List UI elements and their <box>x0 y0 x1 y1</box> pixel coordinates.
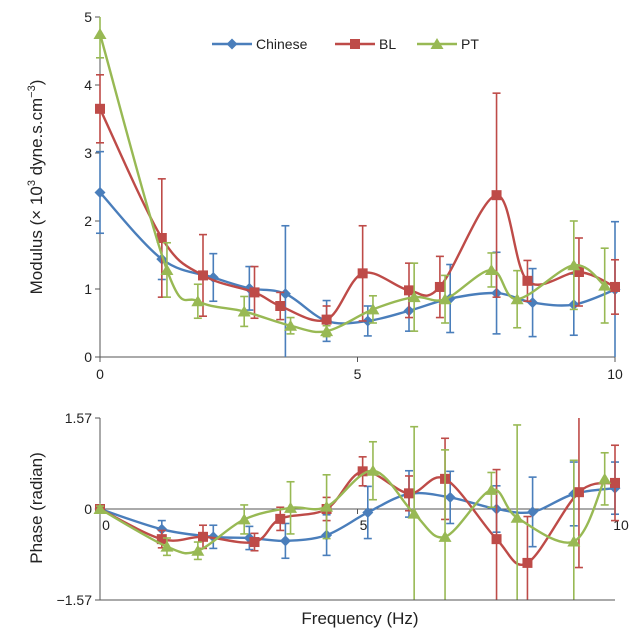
data-point <box>279 288 291 300</box>
data-point <box>366 303 380 315</box>
series-pt <box>93 424 612 600</box>
data-point <box>444 491 456 503</box>
data-point <box>404 488 414 499</box>
data-point <box>156 233 167 243</box>
data-point <box>249 287 260 298</box>
data-point <box>275 301 286 311</box>
data-point <box>366 464 380 476</box>
data-point <box>284 501 298 513</box>
data-point <box>522 275 533 286</box>
data-point <box>598 279 612 291</box>
data-point <box>362 506 374 518</box>
y-tick-label: −1.57 <box>57 592 93 608</box>
series-bl <box>95 74 620 335</box>
legend-marker <box>430 38 444 49</box>
series-line <box>99 486 616 543</box>
data-point <box>160 263 174 275</box>
data-point <box>191 295 205 307</box>
x-tick-label: 5 <box>360 517 368 533</box>
data-point <box>610 281 620 292</box>
data-point <box>510 293 524 305</box>
data-point <box>484 263 498 275</box>
data-point <box>357 268 368 279</box>
data-point <box>527 506 539 518</box>
data-point <box>284 319 298 331</box>
data-point <box>407 507 421 519</box>
modulus-y-axis-label: Modulus (× 103 dyne.s.cm−3) <box>26 80 46 295</box>
y-tick-label: 5 <box>84 9 92 25</box>
data-point <box>573 487 584 498</box>
legend-label: BL <box>379 36 396 52</box>
data-point <box>510 511 524 523</box>
data-point <box>321 314 332 325</box>
legend-item-chinese: Chinese <box>212 36 308 52</box>
data-point <box>237 305 251 317</box>
data-point <box>598 472 612 484</box>
y-tick-label: 0 <box>84 349 92 365</box>
data-point <box>491 190 502 201</box>
data-point <box>320 325 334 337</box>
data-point <box>198 531 208 542</box>
data-point <box>198 270 208 281</box>
legend-item-bl: BL <box>335 36 396 52</box>
data-point <box>522 557 533 568</box>
y-tick-label: 1.57 <box>65 410 92 426</box>
legend-label: Chinese <box>256 36 308 52</box>
data-point <box>94 186 106 198</box>
legend-item-pt: PT <box>417 36 479 52</box>
data-point <box>610 477 620 488</box>
data-point <box>404 285 414 296</box>
data-point <box>160 540 174 552</box>
data-point <box>93 503 107 514</box>
data-point <box>527 297 539 309</box>
data-point <box>491 534 502 545</box>
data-point <box>279 535 291 547</box>
x-tick-label: 10 <box>607 366 623 382</box>
data-point <box>357 466 368 477</box>
data-point <box>237 513 251 525</box>
x-tick-label: 5 <box>354 366 362 382</box>
y-tick-label: 1 <box>84 281 92 297</box>
data-point <box>567 259 581 271</box>
data-point <box>191 544 205 556</box>
phase-panel: 1.570−1.570 5 10 <box>57 410 629 608</box>
data-point <box>93 28 107 39</box>
legend-label: PT <box>461 36 479 52</box>
data-point <box>95 103 105 114</box>
data-point <box>438 530 452 542</box>
data-point <box>567 535 581 547</box>
y-tick-label: 0 <box>84 501 92 517</box>
x-tick-label: 0 <box>102 517 110 533</box>
data-point <box>275 513 286 524</box>
phase-y-axis-label: Phase (radian) <box>27 452 46 564</box>
series-line <box>98 33 606 334</box>
data-point <box>438 293 452 305</box>
data-point <box>484 483 498 495</box>
x-axis-label: Frequency (Hz) <box>301 609 418 628</box>
data-point <box>320 500 334 512</box>
series-pt <box>93 17 612 338</box>
data-point <box>156 523 168 535</box>
legend: Chinese BL PT <box>212 36 479 52</box>
y-tick-label: 4 <box>84 77 92 93</box>
data-point <box>249 537 260 548</box>
legend-marker <box>226 38 238 50</box>
y-tick-label: 2 <box>84 213 92 229</box>
data-point <box>156 534 167 545</box>
data-point <box>573 267 584 277</box>
legend-marker <box>350 39 360 49</box>
modulus-panel: 0 1 2 3 4 5 0 5 10 Chinese BL PT <box>84 9 623 382</box>
data-point <box>407 291 421 303</box>
x-tick-label: 0 <box>96 366 104 382</box>
data-point <box>434 281 445 292</box>
y-tick-label: 3 <box>84 145 92 161</box>
